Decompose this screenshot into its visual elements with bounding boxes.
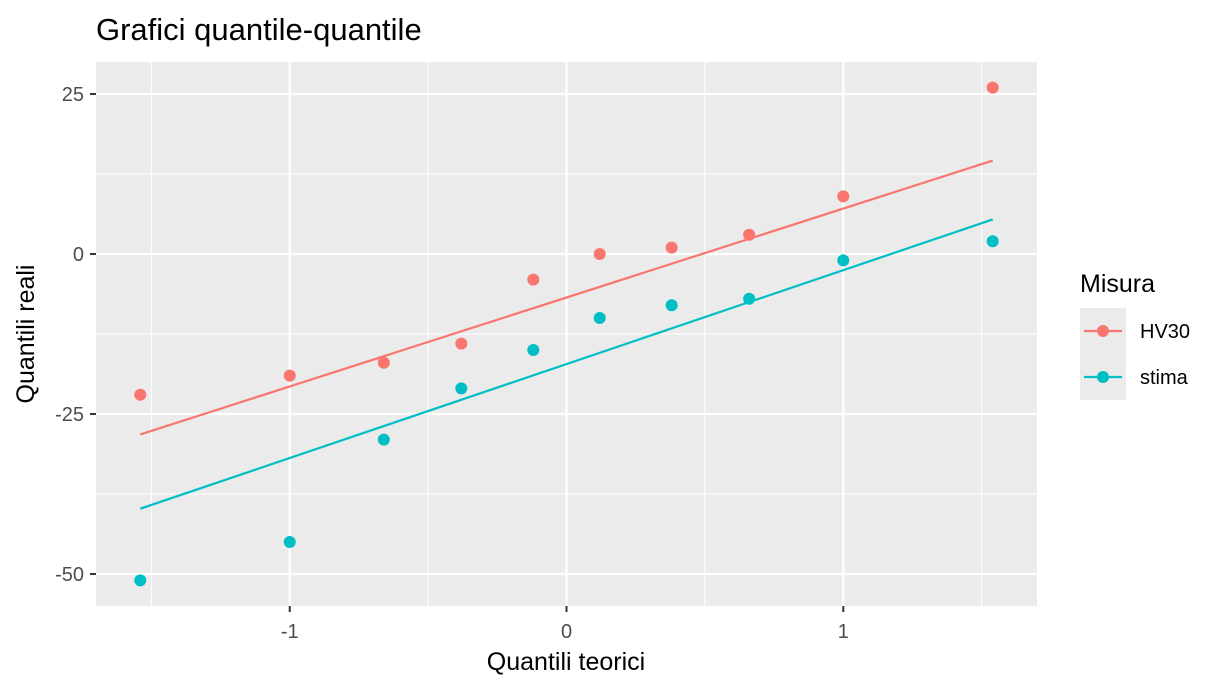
legend: Misura HV30 stima <box>1080 270 1190 400</box>
major-gridlines <box>96 62 1037 606</box>
point-stima <box>743 292 756 305</box>
fit-lines <box>139 159 994 510</box>
legend-key-point-stima <box>1097 371 1109 383</box>
legend-title: Misura <box>1080 270 1155 298</box>
point-stima <box>377 433 390 446</box>
point-hv30 <box>743 228 756 241</box>
point-hv30 <box>665 241 678 254</box>
point-hv30 <box>455 337 468 350</box>
point-hv30 <box>377 356 390 369</box>
chart-title: Grafici quantile-quantile <box>96 12 422 47</box>
fit-line-hv30 <box>139 159 994 436</box>
x-axis-title: Quantili teorici <box>487 648 645 676</box>
point-hv30 <box>283 369 296 382</box>
legend-label-hv30: HV30 <box>1140 321 1190 343</box>
point-stima <box>134 574 147 587</box>
legend-key-point-hv30 <box>1097 325 1109 337</box>
x-tick-label: -1 <box>281 621 299 643</box>
point-stima <box>986 235 999 248</box>
y-tick-label: -50 <box>55 564 84 586</box>
point-stima <box>527 344 540 356</box>
x-tick-label: 1 <box>838 621 849 643</box>
y-tick-label: 0 <box>73 244 84 266</box>
y-tick-label: 25 <box>62 84 84 106</box>
point-stima <box>665 299 678 312</box>
fit-line-stima <box>139 218 994 510</box>
point-hv30 <box>837 190 850 203</box>
y-axis-title: Quantili reali <box>12 265 40 404</box>
point-stima <box>455 382 468 395</box>
y-axis-ticks: -50 -25 0 25 <box>55 84 96 586</box>
x-axis-ticks: -1 0 1 <box>281 606 849 643</box>
legend-label-stima: stima <box>1140 367 1189 389</box>
data-points <box>134 81 999 587</box>
point-stima <box>837 254 850 267</box>
y-tick-label: -25 <box>55 404 84 426</box>
point-stima <box>593 312 606 324</box>
x-tick-label: 0 <box>561 621 572 643</box>
point-hv30 <box>527 273 540 286</box>
point-hv30 <box>986 81 999 94</box>
point-hv30 <box>593 248 606 260</box>
legend-keys: HV30 stima <box>1080 308 1190 400</box>
point-hv30 <box>134 388 147 401</box>
point-stima <box>283 536 296 548</box>
